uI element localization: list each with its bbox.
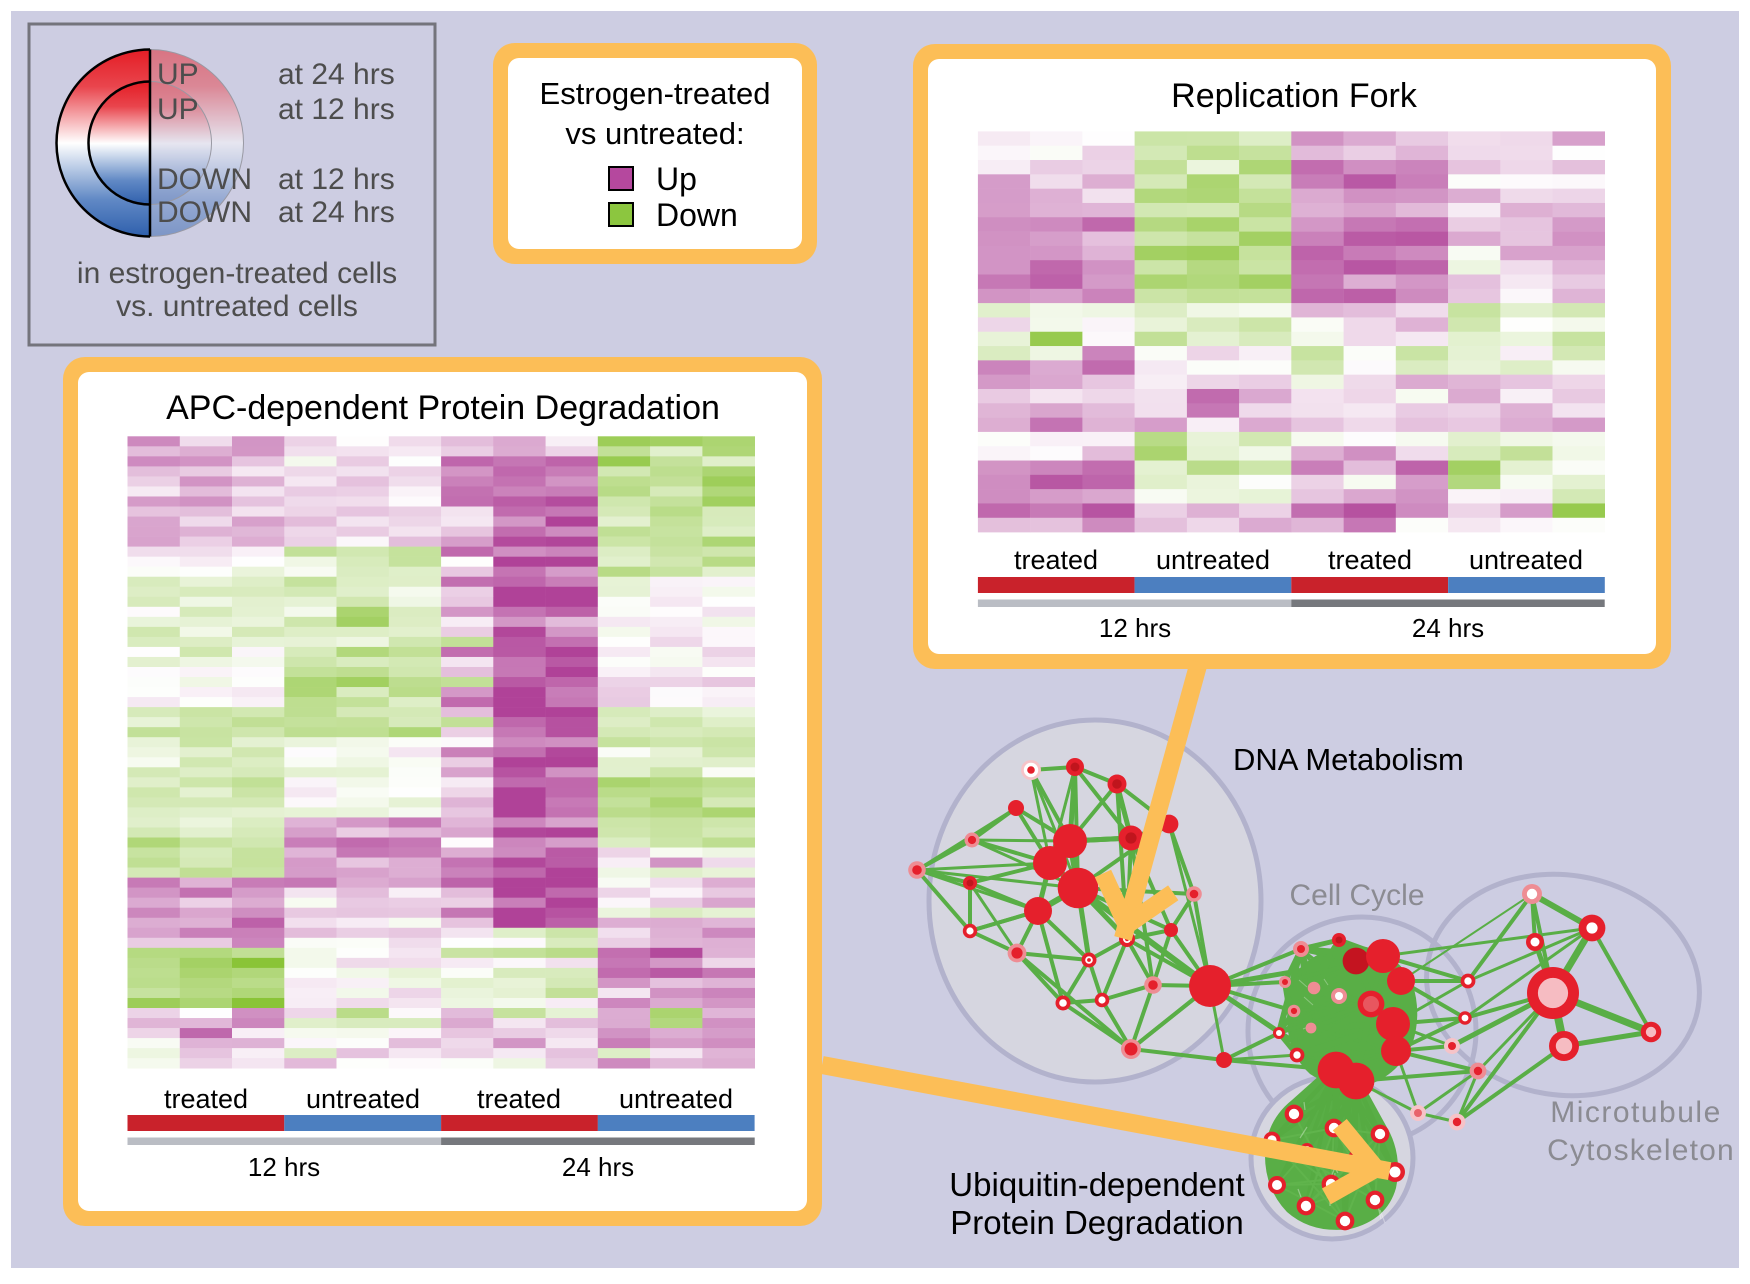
- svg-text:at 12 hrs: at 12 hrs: [278, 93, 395, 126]
- svg-text:APC-dependent Protein Degradat: APC-dependent Protein Degradation: [166, 389, 720, 427]
- svg-text:untreated: untreated: [306, 1084, 420, 1114]
- svg-text:Microtubule: Microtubule: [1550, 1096, 1722, 1129]
- svg-text:at 24 hrs: at 24 hrs: [278, 58, 395, 91]
- svg-text:untreated: untreated: [1156, 545, 1270, 575]
- svg-text:in estrogen-treated cells: in estrogen-treated cells: [77, 257, 397, 290]
- svg-text:treated: treated: [164, 1084, 248, 1114]
- svg-text:Ubiquitin-dependent: Ubiquitin-dependent: [949, 1166, 1244, 1203]
- svg-text:UP: UP: [157, 58, 199, 91]
- svg-text:Protein Degradation: Protein Degradation: [950, 1204, 1244, 1241]
- svg-text:treated: treated: [1014, 545, 1098, 575]
- svg-text:24 hrs: 24 hrs: [562, 1152, 634, 1182]
- svg-text:Replication Fork: Replication Fork: [1171, 77, 1418, 115]
- svg-text:12 hrs: 12 hrs: [248, 1152, 320, 1182]
- svg-text:untreated: untreated: [1469, 545, 1583, 575]
- svg-text:treated: treated: [1328, 545, 1412, 575]
- svg-text:Down: Down: [656, 197, 738, 233]
- svg-text:vs untreated:: vs untreated:: [565, 116, 744, 151]
- svg-text:DOWN: DOWN: [157, 196, 252, 229]
- svg-text:12 hrs: 12 hrs: [1099, 613, 1171, 643]
- svg-text:Cell Cycle: Cell Cycle: [1289, 879, 1424, 912]
- svg-text:UP: UP: [157, 93, 199, 126]
- svg-text:at 24 hrs: at 24 hrs: [278, 196, 395, 229]
- svg-text:untreated: untreated: [619, 1084, 733, 1114]
- svg-text:at 12 hrs: at 12 hrs: [278, 163, 395, 196]
- svg-text:Cytoskeleton: Cytoskeleton: [1547, 1134, 1735, 1167]
- svg-text:vs. untreated cells: vs. untreated cells: [116, 290, 358, 323]
- svg-text:Estrogen-treated: Estrogen-treated: [540, 76, 771, 111]
- svg-text:Up: Up: [656, 161, 697, 197]
- svg-text:24 hrs: 24 hrs: [1412, 613, 1484, 643]
- svg-text:DOWN: DOWN: [157, 163, 252, 196]
- svg-text:DNA Metabolism: DNA Metabolism: [1233, 742, 1464, 777]
- svg-text:treated: treated: [477, 1084, 561, 1114]
